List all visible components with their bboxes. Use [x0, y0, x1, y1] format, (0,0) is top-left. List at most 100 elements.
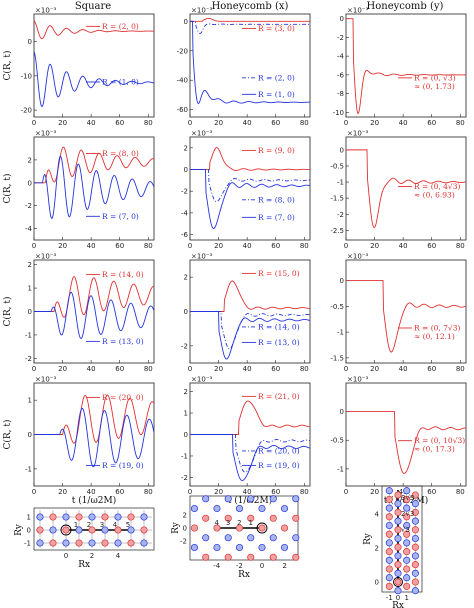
lattice-site — [394, 534, 402, 543]
lattice-site — [280, 504, 289, 513]
lattice-site — [62, 513, 70, 521]
lattice-site — [385, 548, 393, 556]
y-tick-label: -20 — [21, 107, 32, 115]
y-tick-label: 0 — [28, 308, 32, 316]
lattice-site — [411, 552, 419, 560]
legend-sublabel: ≈ (0, 1.73) — [414, 82, 455, 91]
scale-label: ×10⁻³ — [347, 130, 368, 138]
x-tick-label: 80 — [456, 488, 465, 496]
lattice-site — [394, 508, 402, 516]
lattice-site — [114, 526, 122, 534]
x-tick-label: 20 — [214, 242, 223, 250]
origin-marker — [256, 522, 268, 534]
lattice-site — [101, 526, 109, 534]
inset-x-tick: 1 — [404, 594, 408, 602]
y-tick-label: -1 — [25, 465, 32, 473]
panel-frame — [345, 259, 467, 364]
lattice-site — [403, 504, 411, 512]
lattice-site — [292, 553, 300, 561]
lattice-site — [394, 517, 402, 525]
y-axis-label: C(R, t) — [2, 419, 13, 449]
panel-frame — [345, 382, 467, 487]
legend-label: R = (20, 0) — [258, 446, 300, 455]
lattice-site — [202, 514, 210, 522]
lattice-site — [140, 513, 148, 521]
legend-label: R = (2, 0) — [258, 73, 295, 82]
x-tick-label: 20 — [370, 488, 379, 496]
legend-sublabel: ≈ (0, 6.93) — [414, 190, 455, 199]
lattice-site — [235, 504, 244, 513]
lattice-site — [62, 526, 70, 534]
lattice-site — [385, 513, 393, 521]
x-tick-label: 80 — [300, 242, 309, 250]
lattice-site — [394, 491, 402, 499]
lattice-site — [411, 508, 419, 516]
lattice-site — [62, 539, 70, 547]
legend-label: R = (13, 0) — [102, 337, 144, 346]
x-tick-label: 80 — [456, 119, 465, 127]
lattice-site — [235, 543, 244, 552]
y-tick-label: 0 — [184, 431, 188, 439]
x-tick-label: 80 — [456, 365, 465, 373]
y-tick-label: -2 — [181, 188, 188, 196]
lattice-site — [411, 517, 419, 525]
inset-y-label: Ry — [14, 523, 24, 536]
inset-y-label: Ry — [171, 521, 181, 534]
lattice-site — [403, 513, 411, 521]
x-tick-label: 60 — [427, 488, 436, 496]
y-tick-label: -1.5 — [330, 354, 344, 362]
x-tick-label: 80 — [144, 119, 153, 127]
scale-label: ×10⁻³ — [35, 253, 56, 261]
legend-sublabel: ≈ (0, 17.3) — [414, 445, 455, 454]
inset-x-tick: 0 — [64, 552, 68, 560]
legend-label: R = (0, √3) — [414, 73, 456, 82]
y-tick-label: -1 — [25, 331, 32, 339]
series-line — [190, 400, 310, 435]
inset-frame — [189, 495, 299, 561]
lattice-site — [411, 526, 419, 534]
y-tick-label: -0.5 — [330, 437, 344, 445]
lattice-site — [213, 524, 221, 532]
x-tick-label: 60 — [427, 119, 436, 127]
site-number: 2 — [237, 519, 241, 527]
lattice-site — [190, 524, 199, 532]
site-number: 2√3 — [401, 510, 414, 518]
y-tick-label: -2 — [25, 355, 32, 363]
y-tick-label: -2 — [181, 342, 188, 350]
scale-label: ×10⁻³ — [347, 376, 368, 384]
panel-frame — [345, 136, 467, 241]
x-tick-label: 0 — [32, 365, 36, 373]
lattice-site — [403, 530, 411, 538]
legend-label: R = (15, 0) — [258, 269, 300, 278]
site-number: 2 — [87, 521, 91, 529]
x-tick-label: 60 — [427, 242, 436, 250]
legend-sublabel: ≈ (0, 12.1) — [414, 332, 455, 341]
y-tick-label: 1 — [28, 397, 32, 405]
lattice-site — [292, 534, 300, 542]
inset-frame — [381, 485, 423, 593]
lattice-site — [394, 587, 402, 595]
lattice-site — [403, 539, 411, 547]
lattice-site — [385, 539, 393, 547]
lattice-site — [258, 524, 266, 532]
y-tick-label: 2 — [184, 144, 188, 152]
series-line — [190, 169, 310, 229]
x-tick-label: 80 — [456, 242, 465, 250]
column-title-honeycomb-y: Honeycomb (y) — [367, 1, 444, 12]
series-line — [190, 434, 310, 481]
scale-label: ×10⁻³ — [35, 7, 56, 15]
lattice-site — [224, 534, 232, 542]
lattice-site — [202, 495, 210, 503]
lattice-site — [190, 504, 199, 513]
legend-label: R = (20, 0) — [102, 393, 144, 402]
y-tick-label: -4 — [25, 225, 33, 233]
x-tick-label: 40 — [399, 365, 408, 373]
lattice-site — [36, 513, 44, 521]
series-line — [34, 291, 154, 339]
scale-label: ×10⁻³ — [347, 7, 368, 15]
